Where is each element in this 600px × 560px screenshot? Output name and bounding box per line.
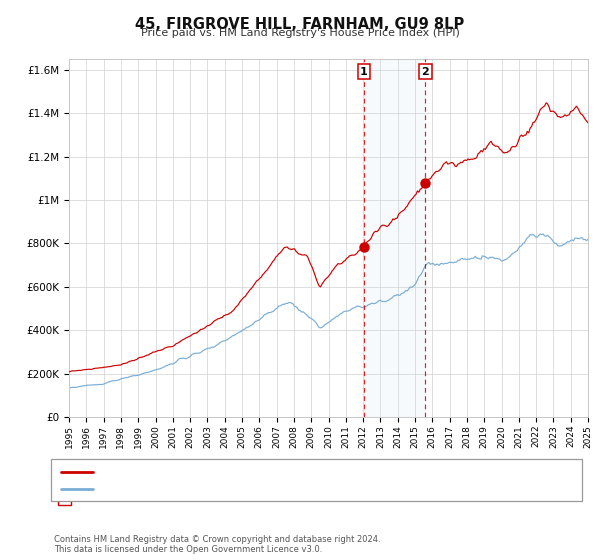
Text: 2: 2 (422, 67, 429, 77)
Text: 20-JAN-2012: 20-JAN-2012 (111, 472, 181, 482)
Text: 56% ↑ HPI: 56% ↑ HPI (366, 492, 425, 502)
Text: This data is licensed under the Open Government Licence v3.0.: This data is licensed under the Open Gov… (54, 545, 322, 554)
Text: 2: 2 (61, 492, 68, 502)
Text: 48% ↑ HPI: 48% ↑ HPI (366, 472, 425, 482)
Text: £785,000: £785,000 (234, 472, 287, 482)
Text: 10-AUG-2015: 10-AUG-2015 (111, 492, 185, 502)
Text: 45, FIRGROVE HILL, FARNHAM, GU9 8LP: 45, FIRGROVE HILL, FARNHAM, GU9 8LP (136, 17, 464, 32)
Bar (364, 59, 425, 417)
Text: 1: 1 (360, 67, 368, 77)
Text: Price paid vs. HM Land Registry's House Price Index (HPI): Price paid vs. HM Land Registry's House … (140, 28, 460, 38)
Text: Contains HM Land Registry data © Crown copyright and database right 2024.: Contains HM Land Registry data © Crown c… (54, 535, 380, 544)
Text: 1: 1 (61, 472, 68, 482)
Text: HPI: Average price, detached house, Waverley: HPI: Average price, detached house, Wave… (100, 484, 341, 494)
Text: £1,080,000: £1,080,000 (234, 492, 297, 502)
Text: 45, FIRGROVE HILL, FARNHAM, GU9 8LP (detached house): 45, FIRGROVE HILL, FARNHAM, GU9 8LP (det… (100, 467, 401, 477)
